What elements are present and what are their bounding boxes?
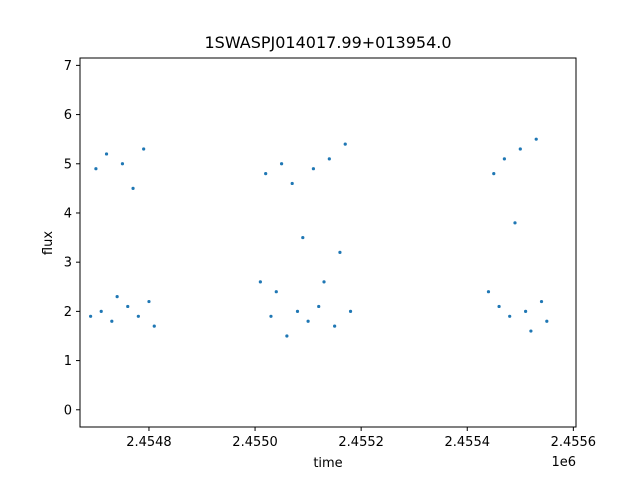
x-tick-label: 2.4552 [338, 435, 384, 450]
chart-title: 1SWASPJ014017.99+013954.0 [204, 33, 451, 52]
x-axis-offset-label: 1e6 [551, 455, 576, 470]
data-point [104, 152, 109, 156]
data-point [94, 167, 98, 171]
x-axis: 2.4548 2.4550 2.4552 2.4554 2.4556 [126, 427, 596, 450]
data-point [152, 324, 156, 328]
data-point [348, 309, 353, 313]
data-point [317, 304, 321, 309]
data-point [279, 162, 284, 166]
data-point [513, 221, 517, 225]
y-axis-label: flux [41, 231, 56, 255]
data-point [539, 299, 544, 304]
y-axis: 0 1 2 3 4 5 6 7 [64, 59, 80, 418]
x-tick-label: 2.4556 [551, 435, 597, 450]
data-point [131, 186, 135, 190]
x-tick-label: 2.4548 [126, 435, 172, 450]
y-tick-label: 6 [64, 108, 72, 123]
plot-frame [79, 57, 577, 428]
data-point [518, 147, 522, 151]
x-tick-label: 2.4550 [232, 435, 278, 450]
data-point [301, 235, 305, 240]
data-point [492, 172, 496, 176]
data-point [120, 162, 125, 166]
y-tick-label: 3 [64, 256, 72, 271]
data-point [343, 142, 347, 146]
y-tick-label: 4 [64, 206, 72, 221]
y-tick-label: 7 [64, 59, 72, 74]
data-point [502, 157, 506, 161]
data-point [534, 137, 538, 141]
data-point [285, 334, 289, 338]
data-point [486, 290, 491, 294]
data-point [126, 304, 130, 309]
data-point [89, 314, 93, 318]
data-point [497, 304, 501, 309]
data-point [508, 314, 512, 318]
data-point [136, 314, 140, 318]
data-point [274, 290, 278, 294]
data-point [322, 280, 326, 284]
y-tick-label: 0 [64, 403, 72, 418]
data-point [99, 309, 103, 313]
data-point [147, 299, 151, 304]
data-point [333, 324, 337, 328]
data-point [110, 319, 114, 323]
data-point [524, 309, 528, 313]
data-point [269, 314, 273, 318]
data-point [295, 309, 300, 313]
data-points [89, 137, 549, 338]
data-point [258, 280, 262, 284]
data-point [311, 167, 316, 171]
data-point [545, 319, 549, 323]
x-axis-label: time [313, 456, 342, 471]
y-tick-label: 2 [64, 305, 72, 320]
x-tick-label: 2.4554 [445, 435, 491, 450]
y-tick-label: 1 [64, 354, 72, 369]
data-point [264, 172, 268, 176]
data-point [115, 295, 119, 299]
data-point [142, 147, 146, 151]
data-point [290, 181, 294, 186]
data-point [306, 319, 310, 323]
y-tick-label: 5 [64, 157, 72, 172]
data-point [529, 329, 533, 333]
data-point [327, 157, 331, 161]
data-point [338, 250, 342, 254]
